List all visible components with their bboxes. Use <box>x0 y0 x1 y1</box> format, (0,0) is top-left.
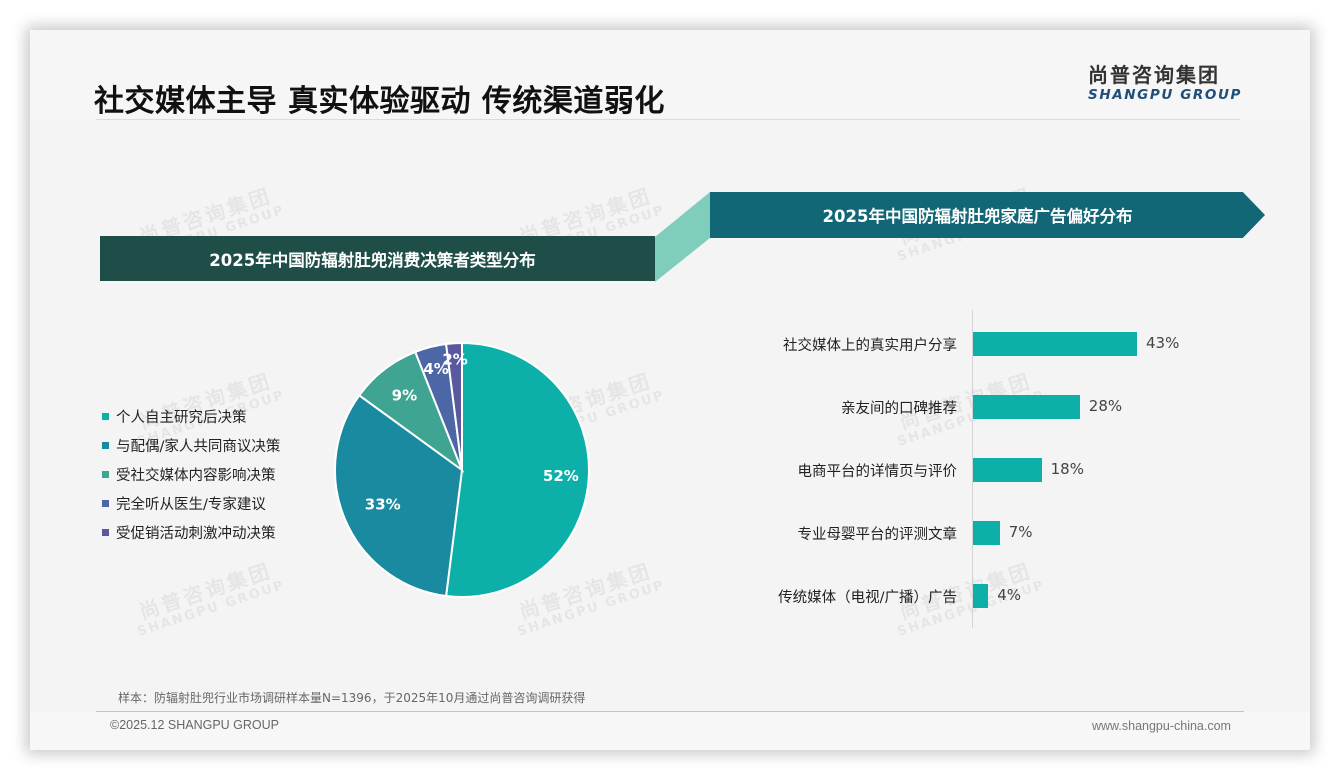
company-logo: 尚普咨询集团 SHANGPU GROUP <box>1088 63 1248 103</box>
title-divider <box>96 119 1240 120</box>
legend-item: 受促销活动刺激冲动决策 <box>102 518 280 547</box>
copyright: ©2025.12 SHANGPU GROUP <box>110 718 279 732</box>
website-link[interactable]: www.shangpu-china.com <box>1092 719 1231 733</box>
legend-label: 受促销活动刺激冲动决策 <box>116 526 276 542</box>
legend-label: 受社交媒体内容影响决策 <box>116 468 276 484</box>
bar-chart: 社交媒体上的真实用户分享 43% 亲友间的口碑推荐 28% 电商平台的详情页与评价 18%… <box>730 310 1250 630</box>
pie-slice <box>334 393 464 598</box>
bar-category-label: 亲友间的口碑推荐 <box>841 400 957 417</box>
section-title-right: 2025年中国防辐射肚兜家庭广告偏好分布 <box>822 207 1133 226</box>
bar-category-label: 电商平台的详情页与评价 <box>797 463 958 480</box>
bar-value-label: 28% <box>1088 397 1123 415</box>
legend-item: 受社交媒体内容影响决策 <box>102 460 280 489</box>
section-banner-right: 2025年中国防辐射肚兜家庭广告偏好分布 <box>710 192 1265 238</box>
footer-divider <box>96 711 1244 712</box>
banner-connector-shape <box>655 192 710 282</box>
bar <box>973 521 1000 545</box>
bar <box>973 458 1042 482</box>
bar-row: 电商平台的详情页与评价 <box>730 458 958 482</box>
bar-value-label: 43% <box>1146 334 1180 352</box>
legend-swatch-icon <box>102 529 109 536</box>
pie-value-label: 52% <box>543 467 579 485</box>
legend-label: 与配偶/家人共同商议决策 <box>116 439 281 455</box>
bar-row: 亲友间的口碑推荐 <box>730 395 957 419</box>
pie-value-label: 9% <box>392 387 417 405</box>
legend-swatch-icon <box>102 442 109 449</box>
section-title-left: 2025年中国防辐射肚兜消费决策者类型分布 <box>209 250 536 270</box>
header-band <box>30 30 1310 120</box>
legend-item: 完全听从医生/专家建议 <box>102 489 280 518</box>
pie-chart: 52% 33% 9% 4%2% <box>334 341 590 598</box>
bar-axis-line <box>972 310 973 628</box>
legend-swatch-icon <box>102 471 109 478</box>
pie-value-label: 4% <box>423 360 448 378</box>
pie-legend: 个人自主研究后决策 与配偶/家人共同商议决策 受社交媒体内容影响决策 完全听从医… <box>102 402 280 547</box>
legend-label: 完全听从医生/专家建议 <box>116 497 266 513</box>
bar-category-label: 传统媒体（电视/广播）广告 <box>778 589 957 606</box>
legend-swatch-icon <box>102 413 109 420</box>
pie-value-label: 2% <box>442 351 467 369</box>
bar <box>973 395 1080 419</box>
legend-swatch-icon <box>102 500 109 507</box>
page-title: 社交媒体主导 真实体验驱动 传统渠道弱化 <box>94 84 665 119</box>
bar-value-label: 7% <box>1008 523 1033 541</box>
pie-value-label: 33% <box>365 495 401 513</box>
bar-value-label: 4% <box>997 586 1022 604</box>
bar-value-label: 18% <box>1050 460 1084 478</box>
bar-category-label: 专业母婴平台的评测文章 <box>797 526 958 543</box>
footer-band <box>30 712 1310 750</box>
bar-row: 社交媒体上的真实用户分享 <box>730 332 957 356</box>
section-banner-left: 2025年中国防辐射肚兜消费决策者类型分布 <box>100 236 655 281</box>
bar-row: 专业母婴平台的评测文章 <box>730 521 958 545</box>
logo-cn: 尚普咨询集团 <box>1088 63 1220 87</box>
pie-slice <box>444 341 590 598</box>
bar-row: 传统媒体（电视/广播）广告 <box>730 584 957 608</box>
bar <box>973 584 989 608</box>
bar <box>973 332 1137 356</box>
sample-footnote: 样本：防辐射肚兜行业市场调研样本量N=1396，于2025年10月通过尚普咨询调… <box>118 691 586 705</box>
legend-item: 与配偶/家人共同商议决策 <box>102 431 280 460</box>
slide: 社交媒体主导 真实体验驱动 传统渠道弱化 尚普咨询集团 SHANGPU GROU… <box>30 30 1310 750</box>
legend-label: 个人自主研究后决策 <box>116 410 247 426</box>
bar-category-label: 社交媒体上的真实用户分享 <box>783 337 957 354</box>
pie-slice <box>444 341 463 471</box>
legend-item: 个人自主研究后决策 <box>102 402 280 431</box>
logo-en: SHANGPU GROUP <box>1088 87 1243 103</box>
